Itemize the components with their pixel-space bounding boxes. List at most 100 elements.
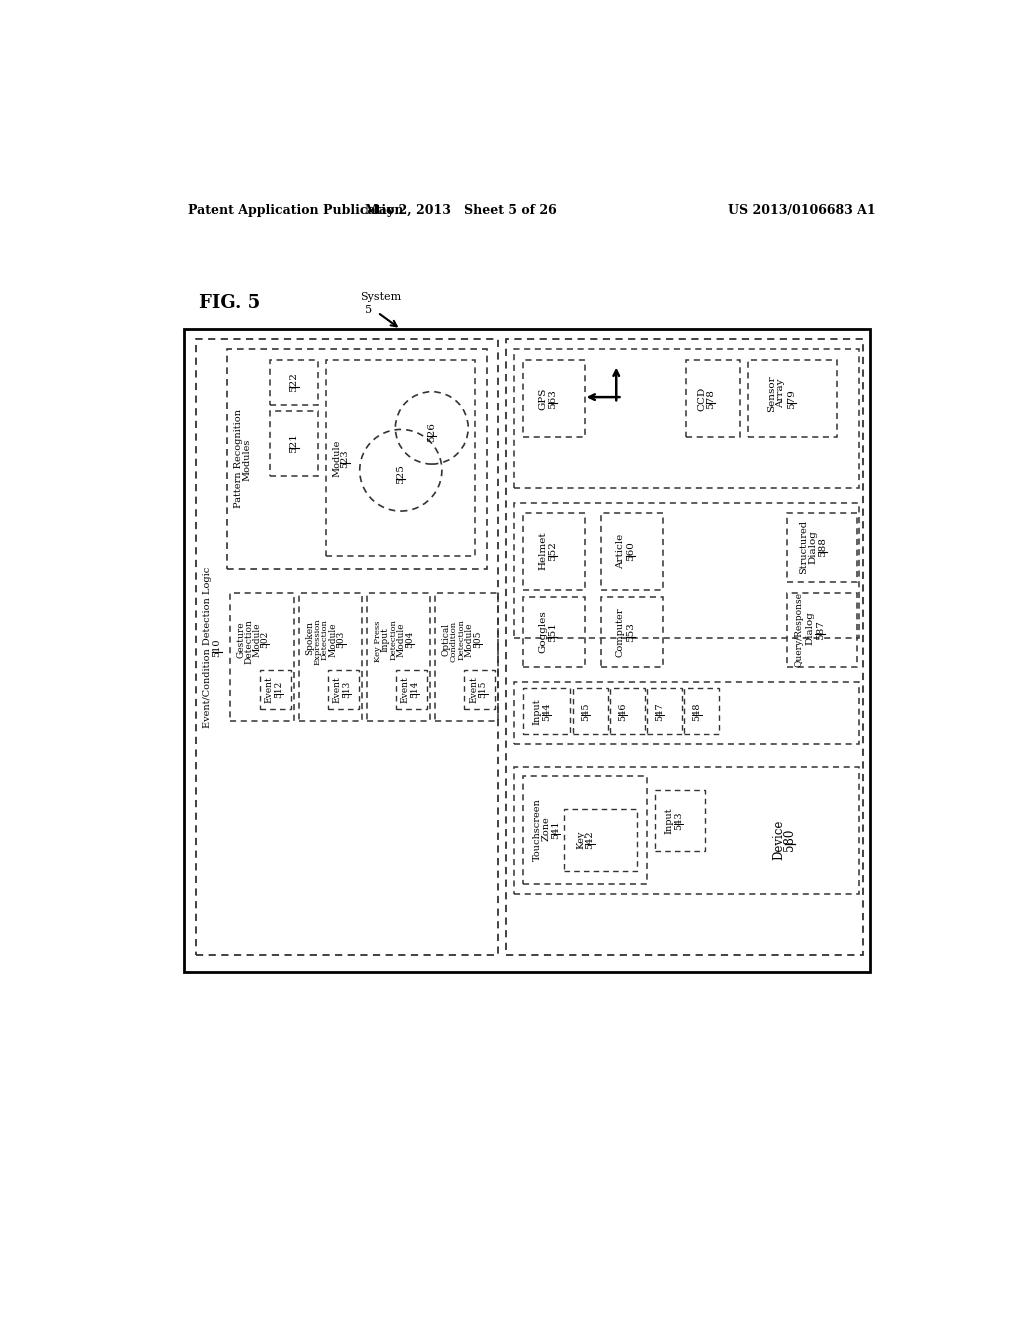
Text: 545: 545 (581, 702, 590, 721)
Text: 521: 521 (290, 433, 298, 453)
Bar (327, 360, 475, 557)
Text: FIG. 5: FIG. 5 (200, 294, 260, 312)
Bar (514, 350, 859, 488)
Text: Input: Input (381, 627, 390, 652)
Bar (183, 330, 869, 973)
Text: Dialog: Dialog (806, 611, 814, 645)
Text: Event/Condition Detection Logic: Event/Condition Detection Logic (204, 566, 212, 727)
Text: Touchscreen: Touchscreen (532, 799, 542, 861)
Text: Event: Event (401, 676, 410, 704)
Text: 588: 588 (818, 537, 827, 557)
Text: 563: 563 (548, 388, 557, 409)
Bar (523, 598, 586, 667)
Text: Event: Event (264, 676, 273, 704)
Bar (601, 512, 663, 590)
Text: 578: 578 (707, 388, 716, 409)
Bar (328, 671, 359, 709)
Text: Device: Device (772, 820, 785, 861)
Text: GPS: GPS (539, 388, 547, 409)
Bar (270, 411, 317, 477)
Text: Event: Event (333, 676, 342, 704)
Text: 543: 543 (674, 812, 683, 830)
Text: Input: Input (665, 808, 674, 834)
Text: 522: 522 (290, 372, 298, 392)
Bar (523, 688, 569, 734)
Bar (786, 594, 856, 667)
Text: 551: 551 (548, 622, 557, 642)
Bar (684, 688, 719, 734)
Bar (260, 671, 291, 709)
Text: May 2, 2013   Sheet 5 of 26: May 2, 2013 Sheet 5 of 26 (366, 205, 557, 218)
Bar (563, 809, 637, 871)
Bar (514, 503, 859, 638)
Text: Modules: Modules (243, 440, 252, 482)
Text: 552: 552 (548, 541, 557, 561)
Text: Module: Module (252, 623, 261, 657)
Bar (506, 339, 862, 956)
Text: Array: Array (776, 379, 785, 408)
Text: Input: Input (532, 698, 542, 725)
Bar (367, 594, 430, 721)
Text: 503: 503 (337, 631, 346, 648)
Text: Expression: Expression (313, 618, 322, 664)
Text: Zone: Zone (542, 816, 551, 841)
Text: 512: 512 (273, 681, 283, 698)
Text: Goggles: Goggles (539, 611, 547, 653)
Bar (270, 360, 317, 405)
Text: 560: 560 (626, 541, 635, 561)
Text: 515: 515 (478, 681, 487, 698)
Bar (610, 688, 645, 734)
Text: Spoken: Spoken (305, 622, 313, 655)
Text: CCD: CCD (697, 387, 706, 411)
Text: Detection: Detection (245, 619, 253, 664)
Text: 548: 548 (692, 702, 701, 721)
Text: Module: Module (396, 623, 406, 657)
Text: 547: 547 (655, 702, 665, 721)
Text: Pattern Recognition: Pattern Recognition (234, 409, 244, 508)
Text: Key Press: Key Press (374, 620, 382, 661)
Text: 544: 544 (542, 702, 551, 721)
Text: Event: Event (469, 676, 478, 704)
Bar (572, 688, 607, 734)
Bar (514, 682, 859, 743)
Text: Module: Module (332, 440, 341, 478)
Text: 526: 526 (427, 422, 436, 442)
Text: 510: 510 (213, 638, 221, 656)
Bar (514, 767, 859, 894)
Text: Gesture: Gesture (237, 622, 246, 657)
Text: Computer: Computer (615, 607, 625, 657)
Text: Article: Article (615, 533, 625, 569)
Text: Sensor: Sensor (767, 375, 776, 412)
Bar (435, 594, 499, 721)
Text: 579: 579 (786, 388, 796, 409)
Text: 5: 5 (366, 305, 373, 315)
Bar (523, 512, 586, 590)
Text: US 2013/0106683 A1: US 2013/0106683 A1 (728, 205, 877, 218)
Text: 513: 513 (342, 681, 351, 698)
Text: 514: 514 (411, 681, 419, 698)
Text: Detection: Detection (458, 619, 465, 660)
Text: Condition: Condition (450, 620, 458, 661)
Bar (686, 360, 740, 437)
Bar (786, 512, 856, 582)
Text: 502: 502 (260, 631, 269, 648)
Text: Detection: Detection (389, 619, 397, 660)
Text: 580: 580 (783, 829, 797, 851)
Text: 587: 587 (815, 619, 824, 640)
Bar (601, 598, 663, 667)
Text: Query/Response: Query/Response (795, 593, 804, 667)
Bar (464, 671, 496, 709)
Text: Detection: Detection (321, 619, 329, 660)
Bar (396, 671, 427, 709)
Text: Key: Key (577, 830, 585, 849)
Bar (748, 360, 838, 437)
Text: 542: 542 (586, 830, 594, 849)
Bar (230, 594, 294, 721)
Text: Module: Module (328, 623, 337, 657)
Bar (197, 339, 499, 956)
Text: 504: 504 (404, 631, 414, 648)
Text: Patent Application Publication: Patent Application Publication (188, 205, 403, 218)
Bar (227, 350, 486, 569)
Text: 546: 546 (617, 702, 627, 721)
Text: Helmet: Helmet (539, 532, 547, 570)
